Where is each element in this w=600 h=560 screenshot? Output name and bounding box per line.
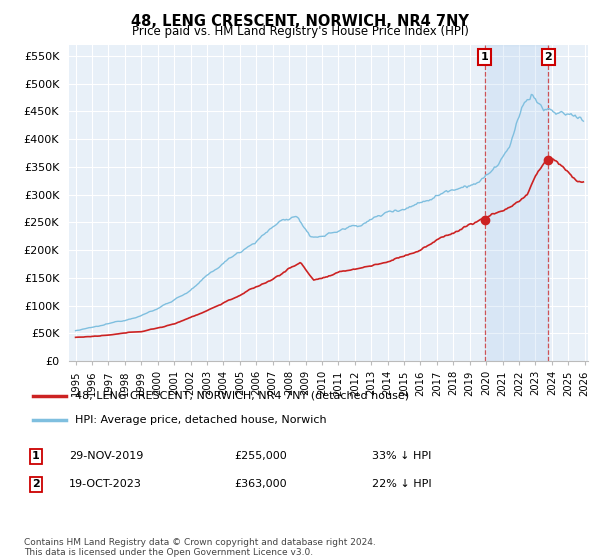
Bar xyxy=(485,45,548,361)
Text: 19-OCT-2023: 19-OCT-2023 xyxy=(69,479,142,489)
Text: 48, LENG CRESCENT, NORWICH, NR4 7NY (detached house): 48, LENG CRESCENT, NORWICH, NR4 7NY (det… xyxy=(76,391,410,401)
Text: £363,000: £363,000 xyxy=(234,479,287,489)
Text: 2: 2 xyxy=(545,52,552,62)
Text: HPI: Average price, detached house, Norwich: HPI: Average price, detached house, Norw… xyxy=(76,415,327,425)
Text: 1: 1 xyxy=(32,451,40,461)
Text: 29-NOV-2019: 29-NOV-2019 xyxy=(69,451,143,461)
Text: 48, LENG CRESCENT, NORWICH, NR4 7NY: 48, LENG CRESCENT, NORWICH, NR4 7NY xyxy=(131,14,469,29)
Text: 33% ↓ HPI: 33% ↓ HPI xyxy=(372,451,431,461)
Text: £255,000: £255,000 xyxy=(234,451,287,461)
Text: 22% ↓ HPI: 22% ↓ HPI xyxy=(372,479,431,489)
Text: 1: 1 xyxy=(481,52,488,62)
Text: Contains HM Land Registry data © Crown copyright and database right 2024.
This d: Contains HM Land Registry data © Crown c… xyxy=(24,538,376,557)
Text: 2: 2 xyxy=(32,479,40,489)
Text: Price paid vs. HM Land Registry's House Price Index (HPI): Price paid vs. HM Land Registry's House … xyxy=(131,25,469,38)
